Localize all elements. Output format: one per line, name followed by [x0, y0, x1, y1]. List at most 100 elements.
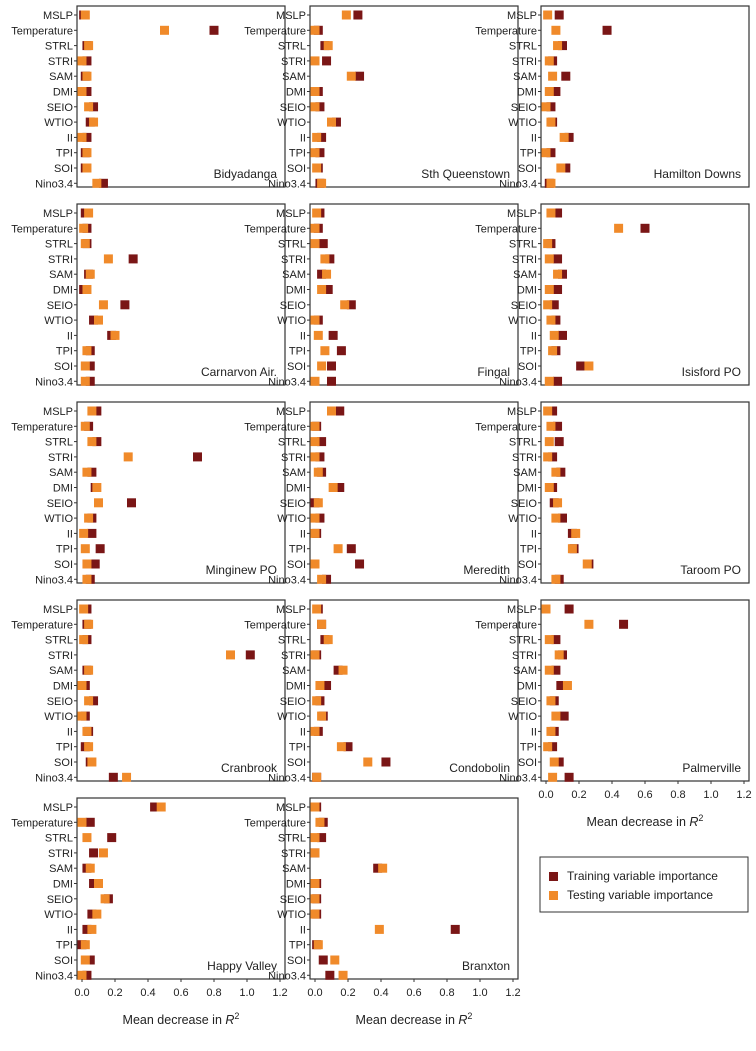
site-name: Isisford PO — [682, 365, 741, 379]
testing-point — [548, 71, 558, 81]
training-point — [87, 909, 97, 919]
training-point — [128, 254, 138, 264]
testing-point — [543, 452, 553, 462]
y-tick-label: MSLP — [43, 208, 73, 220]
testing-point — [340, 300, 350, 310]
testing-point — [80, 544, 90, 554]
legend-testing-swatch — [549, 891, 558, 900]
testing-point — [310, 833, 320, 843]
training-point — [82, 924, 92, 934]
y-tick-label: MSLP — [276, 802, 306, 814]
testing-point — [110, 330, 120, 340]
y-tick-label: SAM — [282, 665, 306, 677]
testing-point — [310, 376, 320, 386]
testing-point — [85, 863, 95, 873]
testing-point — [549, 330, 559, 340]
testing-point — [551, 25, 561, 35]
site-name: Hamilton Downs — [654, 167, 741, 181]
panel-10: MSLP Temperature STRL STRI SAM DMI SEIO WTIO II T… — [11, 599, 286, 784]
testing-point — [310, 56, 320, 66]
training-point — [561, 71, 571, 81]
training-point — [327, 376, 336, 386]
x-tick-label: 0.4 — [140, 987, 155, 999]
y-tick-label: SOI — [54, 361, 73, 373]
y-tick-label: SOI — [54, 163, 73, 175]
y-tick-label: WTIO — [277, 711, 306, 723]
training-point — [89, 315, 99, 325]
testing-point — [77, 817, 87, 827]
training-point — [318, 239, 328, 249]
testing-point — [226, 650, 235, 660]
training-point — [92, 437, 102, 447]
x-tick-label: 0.2 — [571, 789, 586, 801]
testing-point — [80, 10, 90, 20]
y-tick-label: SAM — [282, 863, 306, 875]
testing-point — [614, 223, 624, 233]
testing-point — [330, 955, 340, 965]
y-tick-label: STRI — [512, 452, 537, 464]
y-tick-label: II — [531, 528, 537, 540]
testing-point — [312, 604, 322, 614]
training-point — [548, 406, 558, 416]
testing-point — [571, 528, 581, 538]
y-tick-label: SEIO — [511, 498, 538, 510]
y-tick-label: STRI — [512, 650, 537, 662]
training-point — [92, 406, 102, 416]
training-point — [564, 132, 574, 142]
panel-frame — [309, 401, 519, 584]
y-tick-label: Temperature — [475, 421, 537, 433]
testing-point — [82, 346, 92, 356]
training-point — [551, 315, 561, 325]
site-name: Meredith — [463, 563, 510, 577]
testing-point — [310, 102, 320, 112]
testing-point — [84, 742, 94, 752]
y-tick-label: II — [67, 330, 73, 342]
x-axis-label: Mean decrease in R2 — [123, 1011, 240, 1027]
training-point — [564, 772, 574, 782]
y-tick-label: STRI — [48, 650, 73, 662]
y-tick-label: DMI — [286, 879, 306, 891]
y-tick-label: Nino3.4 — [35, 574, 73, 586]
y-tick-label: STRL — [509, 239, 537, 251]
testing-point — [544, 254, 554, 264]
training-point — [107, 833, 117, 843]
y-tick-label: Temperature — [11, 619, 73, 631]
training-point — [553, 376, 563, 386]
y-tick-label: STRL — [509, 437, 537, 449]
y-tick-label: TPI — [520, 742, 537, 754]
y-tick-label: Nino3.4 — [268, 178, 306, 190]
y-tick-label: SOI — [287, 361, 306, 373]
testing-point — [82, 285, 92, 294]
y-tick-label: TPI — [289, 742, 306, 754]
y-tick-label: WTIO — [508, 711, 537, 723]
y-tick-label: WTIO — [44, 117, 73, 129]
testing-point — [546, 696, 556, 706]
testing-point — [310, 223, 320, 233]
y-tick-label: SEIO — [280, 102, 307, 114]
y-tick-label: SAM — [49, 863, 73, 875]
legend-frame — [539, 856, 749, 913]
training-point — [245, 650, 255, 660]
y-tick-label: DMI — [286, 681, 306, 693]
testing-point — [327, 117, 336, 127]
training-point — [353, 10, 363, 20]
testing-point — [551, 711, 561, 721]
legend-training-label: Training variable importance — [567, 869, 718, 883]
y-tick-label: SEIO — [280, 498, 307, 510]
y-tick-label: SAM — [49, 269, 73, 281]
testing-point — [310, 239, 320, 249]
panel-frame — [76, 599, 286, 782]
panel-frame — [540, 401, 750, 584]
testing-point — [87, 406, 97, 416]
y-tick-label: Nino3.4 — [35, 970, 73, 982]
y-tick-label: Temperature — [11, 223, 73, 235]
y-tick-label: STRL — [45, 635, 73, 647]
y-tick-label: STRI — [512, 254, 537, 266]
y-tick-label: Temperature — [475, 619, 537, 631]
y-tick-label: WTIO — [508, 315, 537, 327]
site-name: Fingal — [477, 365, 510, 379]
testing-point — [313, 498, 323, 508]
y-tick-label: SEIO — [511, 696, 538, 708]
x-tick-label: 0.8 — [670, 789, 685, 801]
training-point — [553, 254, 563, 264]
